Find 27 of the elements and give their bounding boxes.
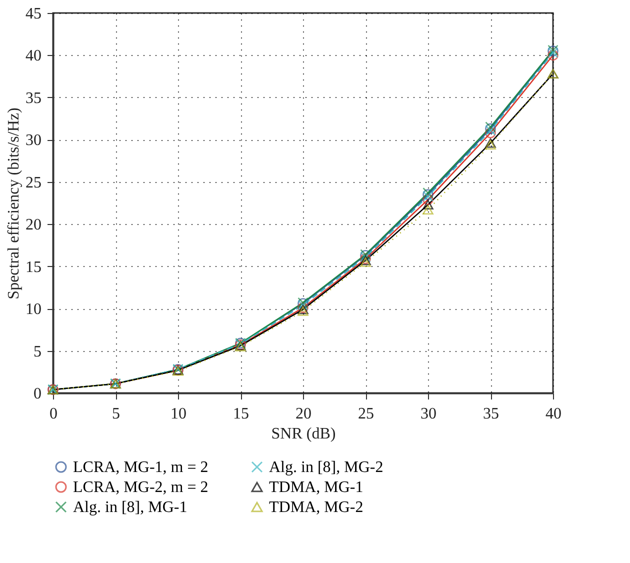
x-tick-label: 0 <box>50 406 58 422</box>
x-tick-label: 25 <box>358 406 374 422</box>
y-tick-label: 10 <box>26 301 42 318</box>
y-tick-label: 40 <box>26 48 42 65</box>
legend-label: TDMA, MG-1 <box>269 479 364 496</box>
y-tick-label: 45 <box>26 6 42 22</box>
legend-label: LCRA, MG-2, m = 2 <box>73 479 208 496</box>
legend-label: Alg. in [8], MG-2 <box>269 459 384 476</box>
x-tick-label: 10 <box>170 406 186 422</box>
y-tick-label: 15 <box>26 258 42 276</box>
y-axis-title: Spectral efficiency (bits/s/Hz) <box>6 108 22 300</box>
x-tick-label: 15 <box>233 406 249 422</box>
y-tick-label: 25 <box>26 174 42 192</box>
y-tick-label: 5 <box>34 343 42 360</box>
y-tick-label: 35 <box>26 90 42 107</box>
y-tick-label: 0 <box>34 386 42 402</box>
x-tick-label: 20 <box>296 406 312 422</box>
y-tick-label: 20 <box>26 216 42 234</box>
legend-label: LCRA, MG-1, m = 2 <box>73 459 208 476</box>
x-tick-label: 30 <box>420 406 436 422</box>
x-axis-title: SNR (dB) <box>271 426 336 442</box>
legend-label: Alg. in [8], MG-1 <box>73 499 188 516</box>
y-tick-label: 30 <box>26 132 42 150</box>
x-tick-label: 40 <box>546 406 562 422</box>
legend-label: TDMA, MG-2 <box>269 499 364 516</box>
x-tick-label: 35 <box>483 406 499 422</box>
x-tick-label: 5 <box>112 406 120 422</box>
